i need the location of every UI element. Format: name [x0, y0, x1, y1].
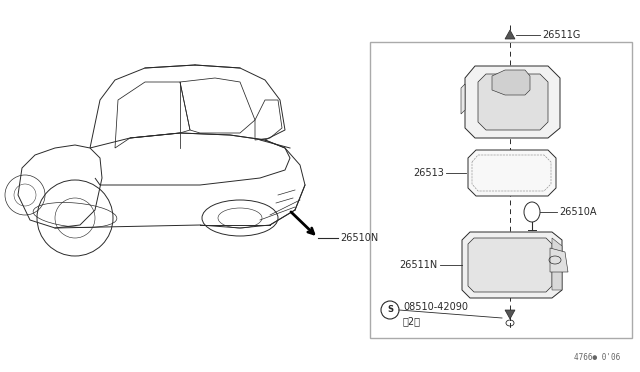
- Text: S: S: [387, 305, 393, 314]
- Polygon shape: [468, 238, 552, 292]
- Text: 08510-42090: 08510-42090: [403, 302, 468, 312]
- Polygon shape: [505, 30, 515, 39]
- Polygon shape: [550, 248, 568, 272]
- Polygon shape: [492, 70, 530, 95]
- Text: （2）: （2）: [403, 316, 421, 326]
- Bar: [370, 42, 632, 338]
- Text: 26511N: 26511N: [400, 260, 438, 270]
- Text: 26510A: 26510A: [559, 207, 596, 217]
- Polygon shape: [505, 310, 515, 319]
- Polygon shape: [468, 150, 556, 196]
- Polygon shape: [462, 232, 562, 298]
- Text: 4766● 0'06: 4766● 0'06: [573, 353, 620, 362]
- Text: 26513: 26513: [413, 168, 444, 178]
- Polygon shape: [478, 74, 548, 130]
- Polygon shape: [461, 84, 465, 114]
- Polygon shape: [465, 66, 560, 138]
- Text: 26511G: 26511G: [542, 30, 580, 40]
- Polygon shape: [552, 238, 562, 290]
- Text: 26510N: 26510N: [340, 233, 378, 243]
